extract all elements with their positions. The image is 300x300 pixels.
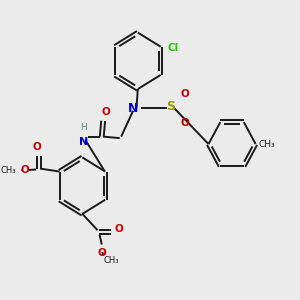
Text: Cl: Cl <box>168 43 179 53</box>
Text: CH₃: CH₃ <box>1 166 16 175</box>
Text: O: O <box>181 118 190 128</box>
Text: O: O <box>98 248 106 258</box>
Text: O: O <box>20 165 29 175</box>
Text: N: N <box>79 137 88 147</box>
Text: N: N <box>128 102 138 115</box>
Text: CH₃: CH₃ <box>103 256 119 265</box>
Text: S: S <box>167 100 176 113</box>
Text: O: O <box>181 88 190 98</box>
Text: CH₃: CH₃ <box>259 140 276 148</box>
Text: O: O <box>114 224 123 234</box>
Text: O: O <box>102 107 110 117</box>
Text: O: O <box>33 142 42 152</box>
Text: H: H <box>80 123 87 132</box>
